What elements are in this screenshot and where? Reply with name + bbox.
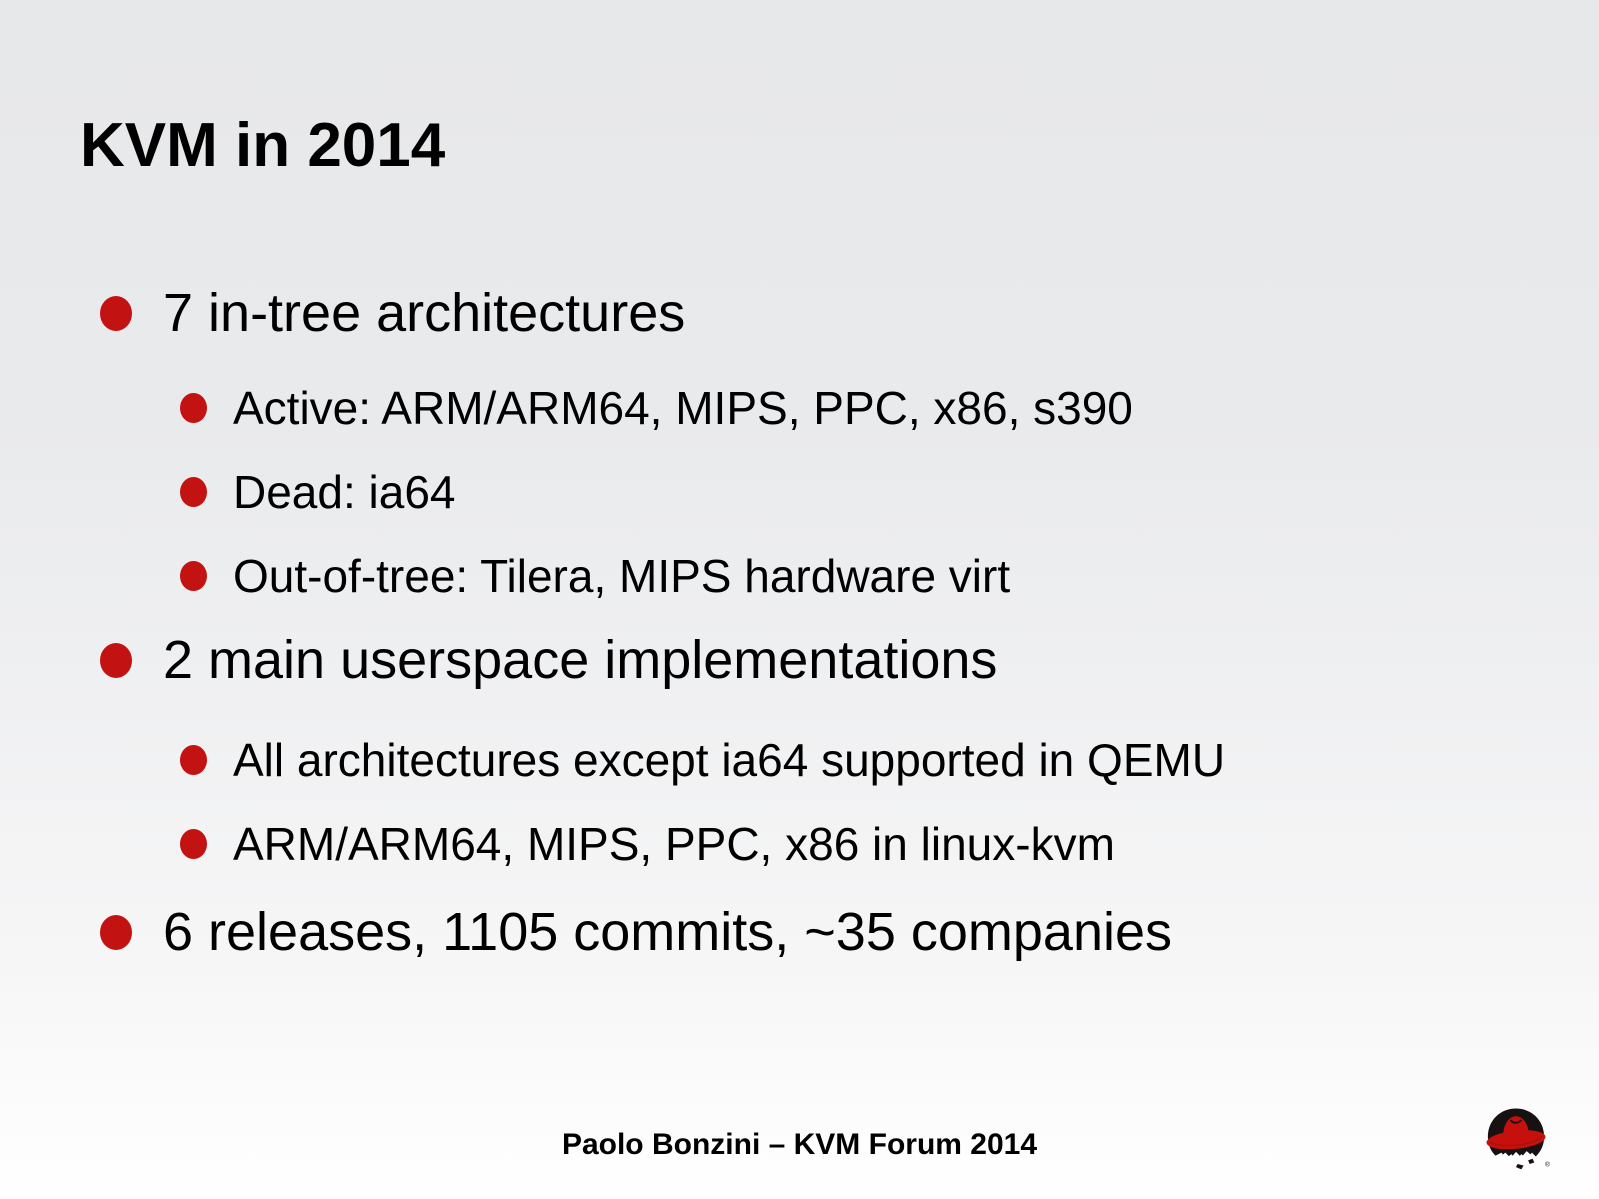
list-item: 7 in-tree architectures [100,280,685,346]
list-item: Out-of-tree: Tilera, MIPS hardware virt [180,545,1010,607]
bullet-text: Dead: ia64 [233,466,456,518]
list-item: ARM/ARM64, MIPS, PPC, x86 in linux-kvm [180,813,1115,875]
bullet-text: 2 main userspace implementations [163,630,998,690]
list-item: Active: ARM/ARM64, MIPS, PPC, x86, s390 [180,377,1133,439]
footer-text: Paolo Bonzini – KVM Forum 2014 [561,1128,1038,1161]
bullet-text: 6 releases, 1105 commits, ~35 companies [163,902,1173,962]
bullet-icon [100,295,132,331]
registered-mark: ® [1545,1160,1550,1168]
list-item: All architectures except ia64 supported … [180,729,1225,791]
redhat-shadowman-logo-icon: ® [1478,1104,1554,1180]
bullet-icon [180,829,207,859]
list-item: 6 releases, 1105 commits, ~35 companies [100,899,1172,965]
bullet-text: Active: ARM/ARM64, MIPS, PPC, x86, s390 [233,382,1133,434]
bullet-icon [100,914,132,950]
bullet-icon [180,477,207,507]
bullet-text: All architectures except ia64 supported … [233,734,1226,786]
slide-title: KVM in 2014 [80,111,446,180]
bullet-text: Out-of-tree: Tilera, MIPS hardware virt [233,550,1011,602]
list-item: 2 main userspace implementations [100,627,997,693]
bullet-icon [180,393,207,423]
bullet-text: 7 in-tree architectures [163,283,686,343]
bullet-text: ARM/ARM64, MIPS, PPC, x86 in linux-kvm [233,818,1115,870]
list-item: Dead: ia64 [180,461,456,523]
bullet-icon [180,745,207,775]
bullet-icon [180,561,207,591]
bullet-icon [100,642,132,678]
